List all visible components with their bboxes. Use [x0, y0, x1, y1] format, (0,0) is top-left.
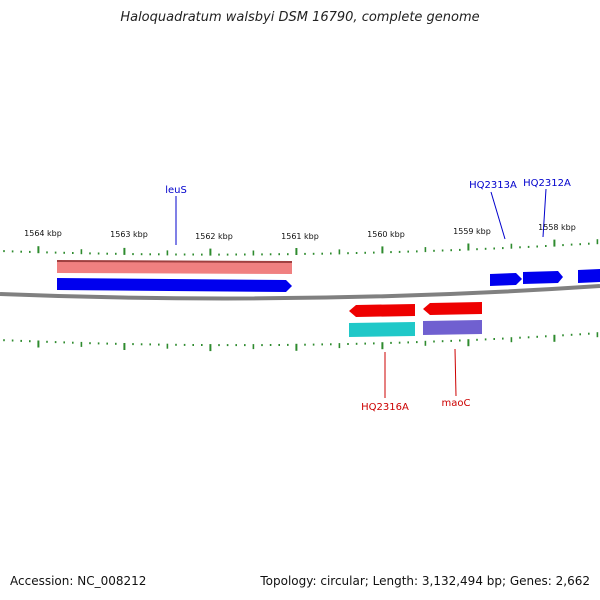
label-leuS[interactable]: leuS	[165, 185, 187, 196]
cds-maoC[interactable]	[423, 302, 482, 315]
gene-HQ2316A[interactable]	[349, 322, 415, 337]
label-HQ2312A[interactable]: HQ2312A	[523, 178, 571, 189]
accession-text: Accession: NC_008212	[10, 574, 147, 588]
scale-label-1561: 1561 kbp	[281, 232, 319, 241]
scale-label-1560: 1560 kbp	[367, 230, 405, 239]
label-HQ2316A[interactable]: HQ2316A	[361, 402, 409, 413]
label-maoC[interactable]: maoC	[442, 398, 471, 409]
genome-backbone	[0, 284, 600, 301]
cds-HQ2313A[interactable]	[490, 273, 522, 286]
forward-tick-track	[3, 239, 599, 256]
reverse-tick-track	[3, 332, 599, 352]
cds-HQ2316A[interactable]	[349, 304, 415, 317]
scale-label-1564: 1564 kbp	[24, 229, 62, 238]
leader-HQ2313A	[490, 191, 506, 240]
cds-leuS[interactable]	[57, 278, 292, 292]
cds-HQ2312A[interactable]	[523, 271, 563, 284]
cds-edge-forward[interactable]	[578, 269, 600, 283]
scale-label-1558: 1558 kbp	[538, 223, 576, 232]
leader-HQ2312A	[542, 188, 547, 238]
leader-maoC	[454, 348, 457, 397]
label-HQ2313A[interactable]: HQ2313A	[469, 180, 517, 191]
scale-label-1563: 1563 kbp	[110, 230, 148, 239]
map-title: Haloquadratum walsbyi DSM 16790, complet…	[120, 10, 480, 25]
scale-label-1562: 1562 kbp	[195, 232, 233, 241]
gene-leuS[interactable]	[57, 261, 292, 274]
gene-leuS-top-edge	[56, 260, 293, 263]
scale-label-1559: 1559 kbp	[453, 227, 491, 236]
gene-maoC[interactable]	[423, 320, 482, 335]
genome-summary-text: Topology: circular; Length: 3,132,494 bp…	[260, 574, 590, 588]
